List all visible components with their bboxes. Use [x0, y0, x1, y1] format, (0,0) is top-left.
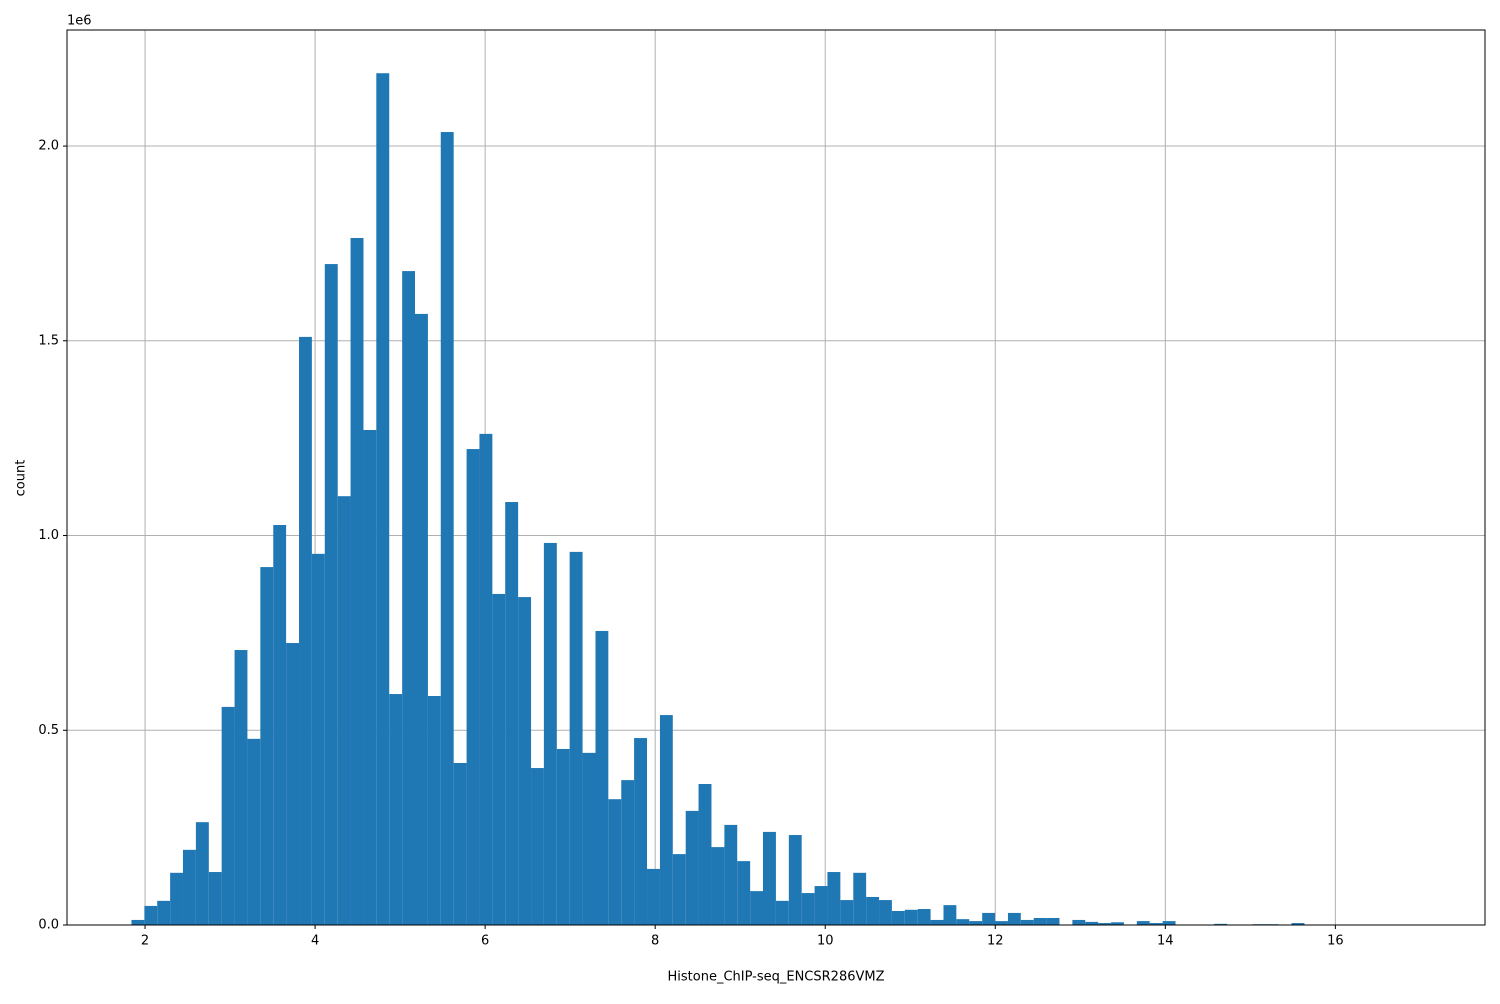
bar	[608, 799, 621, 925]
bar	[505, 502, 518, 925]
bar	[634, 738, 647, 925]
bar	[1021, 920, 1034, 925]
y-tick-label: 1.5	[38, 333, 59, 348]
x-tick-label: 14	[1157, 934, 1174, 949]
bar	[441, 132, 454, 925]
bar	[286, 643, 299, 925]
bar	[956, 919, 969, 925]
bar	[402, 271, 415, 925]
bar	[415, 314, 428, 925]
bar	[312, 554, 325, 925]
bar	[363, 430, 376, 925]
bar	[750, 891, 763, 925]
x-tick-label: 6	[481, 934, 489, 949]
bar	[1034, 918, 1047, 925]
bar	[351, 238, 364, 925]
bar	[776, 901, 789, 925]
bar	[840, 900, 853, 925]
bar	[170, 873, 183, 925]
bar	[969, 921, 982, 925]
bar	[544, 543, 557, 925]
y-tick-label: 2.0	[38, 139, 59, 154]
x-tick-label: 10	[817, 934, 834, 949]
bar	[222, 707, 235, 925]
bar	[157, 901, 170, 925]
bar	[879, 900, 892, 925]
bar	[131, 920, 144, 925]
bar	[995, 921, 1008, 925]
x-tick-label: 4	[311, 934, 319, 949]
y-tick-label: 1.0	[38, 528, 59, 543]
y-tick-label: 0.0	[38, 918, 59, 933]
y-offset-label: 1e6	[67, 14, 92, 29]
bar	[827, 872, 840, 925]
bar	[273, 525, 286, 925]
bar	[299, 337, 312, 925]
bar	[467, 449, 480, 925]
bar	[389, 694, 402, 925]
x-axis-label: Histone_ChIP-seq_ENCSR286VMZ	[668, 970, 885, 985]
bar	[943, 905, 956, 925]
bar	[892, 911, 905, 925]
bar	[699, 784, 712, 925]
bar	[247, 739, 260, 925]
bar	[144, 906, 157, 925]
y-axis-label: count	[14, 460, 29, 497]
bar	[376, 73, 389, 925]
bar	[209, 872, 222, 925]
bar	[570, 552, 583, 925]
bar	[815, 886, 828, 925]
x-tick-label: 2	[141, 934, 149, 949]
bar	[673, 854, 686, 925]
bar	[711, 847, 724, 925]
bar	[647, 869, 660, 925]
x-tick-label: 12	[987, 934, 1004, 949]
bar	[595, 631, 608, 925]
bar	[428, 696, 441, 925]
bar	[518, 597, 531, 925]
bar	[724, 825, 737, 925]
bar	[479, 434, 492, 925]
bar	[737, 861, 750, 925]
bar	[1008, 913, 1021, 925]
x-tick-label: 16	[1327, 934, 1344, 949]
bar	[492, 594, 505, 925]
bar	[1163, 921, 1176, 925]
bar	[853, 873, 866, 925]
bar	[583, 753, 596, 925]
bar	[557, 749, 570, 925]
bar	[802, 893, 815, 925]
bar	[1137, 921, 1150, 925]
bar	[235, 650, 248, 925]
bar	[454, 763, 467, 925]
bar	[531, 768, 544, 925]
bar	[660, 715, 673, 925]
bar	[763, 832, 776, 925]
bar	[325, 264, 338, 925]
bar	[196, 822, 209, 925]
bar	[905, 910, 918, 925]
y-tick-label: 0.5	[38, 723, 59, 738]
bar	[1047, 918, 1060, 925]
bar	[260, 567, 273, 925]
bar	[183, 850, 196, 925]
bar	[866, 897, 879, 925]
bar	[789, 835, 802, 925]
bar	[1072, 920, 1085, 925]
x-tick-label: 8	[651, 934, 659, 949]
bar	[686, 811, 699, 925]
bar	[931, 920, 944, 925]
bar	[621, 780, 634, 925]
bar	[918, 909, 931, 925]
bar	[982, 913, 995, 925]
bar	[338, 496, 351, 925]
